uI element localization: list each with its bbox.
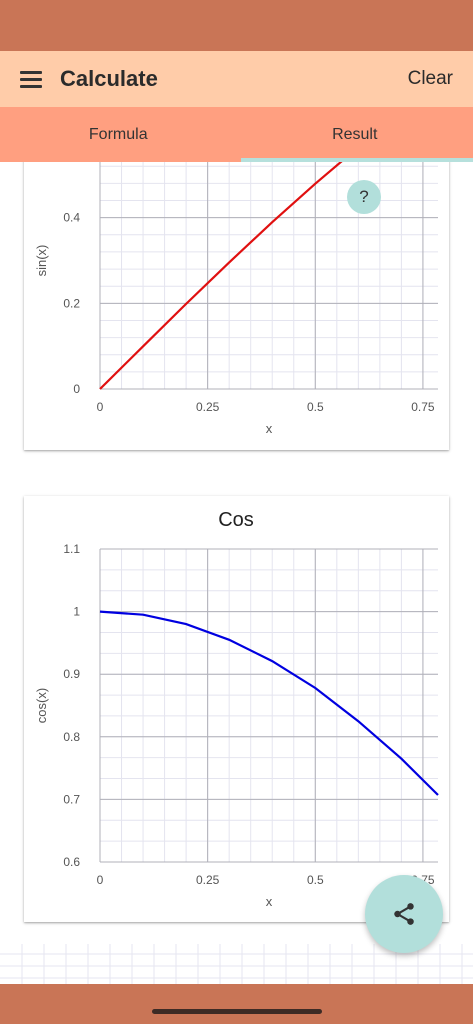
- x-tick-label: 0.5: [307, 873, 324, 887]
- x-tick-label: 0.25: [196, 873, 220, 887]
- share-icon: [394, 903, 414, 925]
- x-tick-label: 0: [97, 873, 104, 887]
- y-tick-label: 0.2: [63, 296, 80, 310]
- result-content[interactable]: 0 0.25 0.5 0.75 0 0.2 0.4 x sin(x) 0 0.25 0.5 0.75 0…: [0, 162, 473, 984]
- tab-bar: Formula Result: [0, 107, 473, 162]
- app-bar: Calculate Clear: [0, 51, 473, 107]
- y-tick-label: 0.6: [63, 855, 80, 869]
- y-tick-label: 0.4: [63, 211, 80, 225]
- chart-grid: [99, 162, 438, 390]
- help-button[interactable]: ?: [347, 180, 381, 214]
- status-bar: [0, 0, 473, 51]
- series-line: [99, 162, 343, 390]
- tab-formula[interactable]: Formula: [88, 125, 148, 143]
- y-axis-label: sin(x): [34, 245, 49, 277]
- selected-tab-indicator: [241, 158, 473, 162]
- y-tick-label: 0: [73, 382, 80, 396]
- x-tick-label: 0: [97, 400, 104, 414]
- y-tick-label: 0.7: [63, 792, 80, 806]
- share-button[interactable]: [365, 875, 443, 953]
- navigation-bar: [0, 984, 473, 1024]
- hamburger-menu-icon[interactable]: [20, 71, 42, 88]
- home-indicator[interactable]: [152, 1009, 322, 1014]
- y-tick-label: 1: [73, 605, 80, 619]
- x-axis-label: x: [266, 421, 273, 436]
- y-axis-label: cos(x): [34, 688, 49, 723]
- x-tick-label: 0.75: [411, 400, 435, 414]
- x-tick-label: 0.5: [307, 400, 324, 414]
- chart-grid: [99, 548, 438, 863]
- chart-title: Cos: [218, 509, 254, 531]
- x-tick-label: 0.25: [196, 400, 220, 414]
- sin-chart-card: 0 0.25 0.5 0.75 0 0.2 0.4 x sin(x): [24, 162, 449, 450]
- y-tick-label: 1.1: [63, 542, 80, 556]
- clear-button[interactable]: Clear: [407, 68, 453, 89]
- y-tick-label: 0.8: [63, 730, 80, 744]
- next-chart-grid-partial: [0, 944, 473, 984]
- series-line: [99, 610, 439, 796]
- sin-chart: 0 0.25 0.5 0.75 0 0.2 0.4 x sin(x): [34, 162, 438, 436]
- tab-result[interactable]: Result: [332, 125, 378, 143]
- x-axis-label: x: [266, 894, 273, 909]
- y-tick-label: 0.9: [63, 667, 80, 681]
- app-title: Calculate: [60, 66, 158, 91]
